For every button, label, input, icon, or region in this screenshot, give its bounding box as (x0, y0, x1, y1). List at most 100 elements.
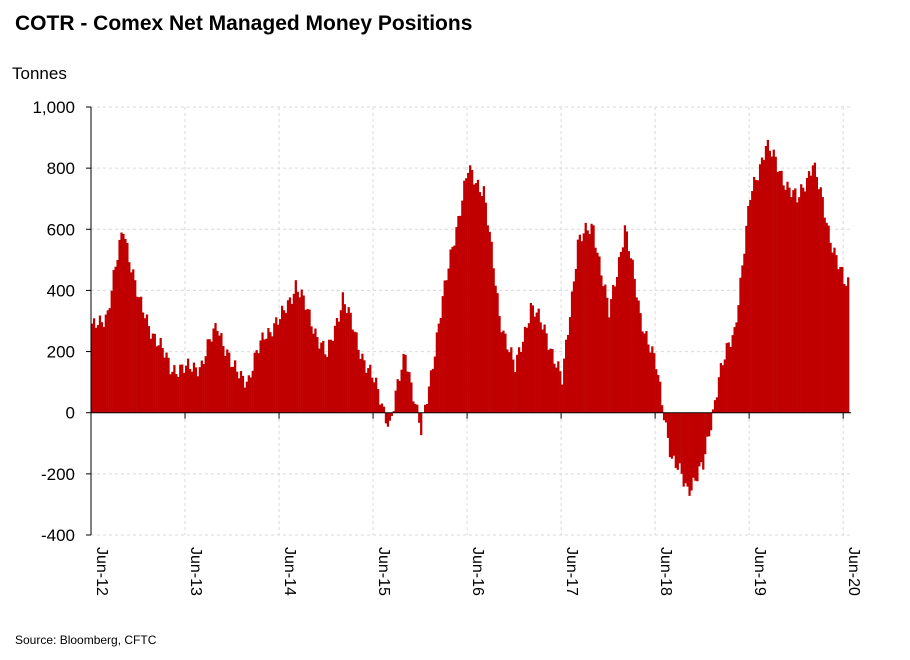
bar (639, 313, 642, 413)
bar (331, 340, 335, 413)
bar (533, 316, 536, 413)
bar (198, 367, 201, 413)
bar (553, 363, 556, 413)
bar (790, 197, 793, 413)
bar (104, 314, 107, 413)
bar (778, 171, 781, 413)
bar (484, 202, 487, 413)
bar (204, 356, 207, 413)
bar (721, 365, 724, 413)
y-tick-label: 800 (47, 159, 75, 178)
bar (780, 170, 783, 413)
bar (243, 387, 247, 413)
bar (813, 162, 817, 413)
bar (441, 296, 444, 413)
bar (474, 183, 478, 413)
bar (837, 269, 840, 413)
bar (641, 331, 644, 413)
bar (312, 333, 315, 413)
bar (672, 412, 676, 456)
bar (183, 372, 186, 413)
bar (222, 346, 225, 413)
bar (519, 351, 523, 413)
bar (98, 315, 102, 413)
bar (631, 259, 634, 413)
bar (314, 328, 317, 413)
bar (378, 404, 382, 413)
bar (796, 202, 799, 413)
bar (181, 364, 184, 413)
bar (541, 329, 544, 413)
bar (414, 403, 417, 413)
bar (239, 371, 243, 413)
bar (286, 300, 290, 413)
bar (563, 358, 566, 413)
bar (488, 231, 491, 413)
y-tick-label: 0 (66, 404, 75, 423)
bar (161, 348, 164, 413)
bar (698, 412, 701, 467)
bar (186, 358, 190, 413)
bar (277, 324, 280, 413)
bar (449, 249, 452, 413)
bar (345, 313, 348, 413)
bar (827, 225, 830, 413)
bar (435, 332, 439, 413)
bar (263, 339, 266, 413)
bar (431, 368, 435, 413)
bar (296, 291, 299, 413)
bar (733, 327, 736, 413)
bar (580, 241, 583, 413)
bar (682, 412, 685, 487)
bar (706, 412, 709, 437)
bar (261, 332, 264, 413)
bar (320, 342, 323, 413)
bar (206, 339, 209, 413)
bar (717, 377, 721, 413)
bar (735, 322, 738, 413)
bar (666, 412, 670, 438)
bar (375, 377, 378, 413)
bar (241, 375, 245, 413)
bar (751, 191, 754, 413)
bar (232, 366, 235, 413)
bar (202, 364, 205, 413)
bar (596, 252, 599, 413)
bar (412, 401, 415, 413)
bar (715, 397, 719, 413)
bar (392, 411, 395, 413)
bar (102, 326, 106, 413)
bar (363, 360, 366, 413)
bar (138, 297, 141, 413)
x-tick-label: Jun-20 (845, 547, 862, 596)
bar (173, 365, 176, 413)
bar (322, 340, 325, 413)
bar (657, 374, 660, 413)
bar (294, 280, 297, 413)
bar (651, 346, 654, 413)
y-tick-label: -200 (41, 465, 75, 484)
bar (794, 188, 797, 413)
bar (523, 326, 527, 413)
bar (418, 412, 421, 423)
bar (782, 185, 785, 413)
bar (316, 337, 319, 413)
bar (275, 317, 278, 413)
bar (516, 354, 519, 413)
bar (615, 277, 619, 413)
bar (124, 239, 127, 413)
bar (253, 352, 256, 413)
bar (328, 339, 331, 413)
bar (506, 349, 509, 413)
bar (772, 149, 775, 413)
bar (514, 372, 517, 413)
bar (737, 305, 740, 413)
y-tick-label: 600 (47, 220, 75, 239)
bar (612, 284, 615, 413)
bar (835, 255, 838, 413)
bar (670, 412, 674, 459)
bar (661, 405, 664, 413)
x-tick-label: Jun-12 (93, 547, 110, 596)
bar (427, 386, 431, 413)
bar (559, 371, 562, 413)
